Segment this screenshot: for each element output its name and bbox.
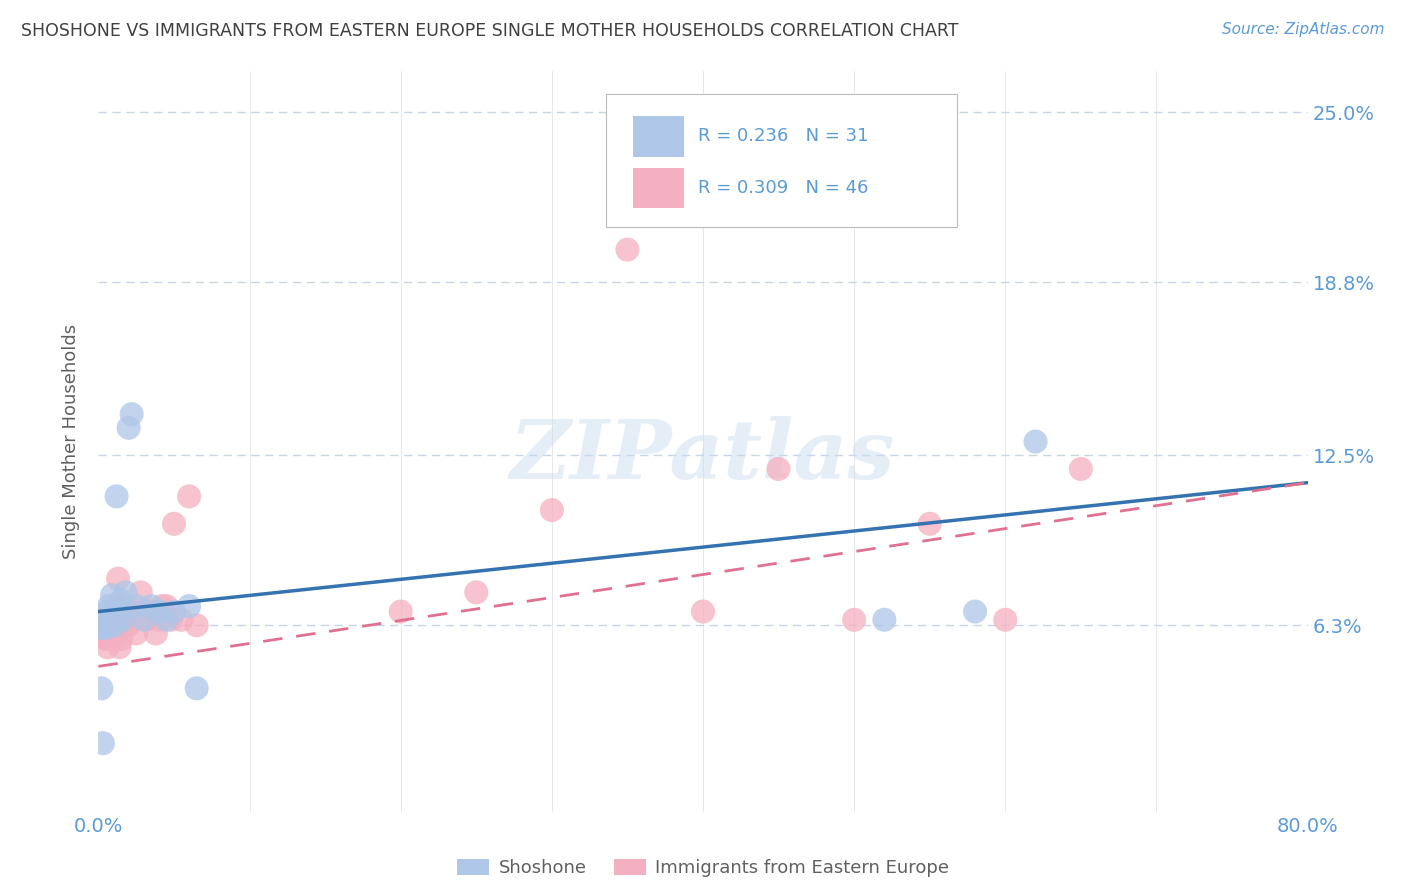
Point	[93, 621, 115, 635]
Point	[101, 613, 124, 627]
Point	[186, 681, 208, 696]
Point	[89, 621, 111, 635]
Point	[1070, 462, 1092, 476]
Text: Source: ZipAtlas.com: Source: ZipAtlas.com	[1222, 22, 1385, 37]
Point	[103, 605, 125, 619]
Point	[91, 736, 114, 750]
Point	[103, 605, 125, 619]
Point	[160, 613, 183, 627]
Point	[110, 593, 132, 607]
Point	[132, 613, 155, 627]
Point	[121, 407, 143, 421]
Point	[844, 613, 866, 627]
Point	[141, 605, 163, 619]
Point	[125, 626, 148, 640]
Point	[389, 605, 412, 619]
Point	[100, 626, 122, 640]
Point	[965, 605, 987, 619]
Point	[163, 605, 186, 619]
Text: ZIPatlas: ZIPatlas	[510, 417, 896, 496]
Point	[98, 599, 121, 613]
Point	[163, 516, 186, 531]
Point	[129, 585, 152, 599]
Point	[155, 599, 177, 613]
Point	[994, 613, 1017, 627]
Point	[108, 605, 131, 619]
Point	[100, 607, 122, 622]
Point	[105, 626, 128, 640]
Point	[111, 613, 134, 627]
Point	[148, 613, 170, 627]
Point	[179, 599, 201, 613]
Point	[94, 621, 117, 635]
Point	[148, 605, 170, 619]
Point	[873, 613, 896, 627]
Point	[125, 599, 148, 613]
Point	[101, 588, 124, 602]
Point	[179, 489, 201, 503]
Point	[111, 613, 134, 627]
Point	[135, 613, 157, 627]
Point	[104, 618, 127, 632]
Point	[91, 613, 114, 627]
Text: R = 0.236   N = 31: R = 0.236 N = 31	[699, 128, 880, 145]
Point	[110, 632, 132, 646]
Point	[768, 462, 790, 476]
Point	[112, 599, 135, 613]
Point	[121, 613, 143, 627]
Point	[96, 605, 118, 619]
Point	[90, 681, 112, 696]
Point	[465, 585, 488, 599]
Point	[96, 640, 118, 655]
Point	[96, 618, 118, 632]
Point	[89, 621, 111, 635]
Point	[692, 605, 714, 619]
Legend: Shoshone, Immigrants from Eastern Europe: Shoshone, Immigrants from Eastern Europe	[450, 852, 956, 884]
Point	[141, 599, 163, 613]
Point	[616, 243, 638, 257]
Point	[1024, 434, 1046, 449]
Y-axis label: Single Mother Households: Single Mother Households	[62, 324, 80, 559]
Point	[94, 632, 117, 646]
Point	[104, 618, 127, 632]
Point	[98, 618, 121, 632]
Point	[132, 605, 155, 619]
Point	[540, 503, 562, 517]
Point	[155, 613, 177, 627]
Bar	[633, 116, 683, 156]
Point	[115, 605, 138, 619]
Point	[918, 516, 941, 531]
Point	[107, 613, 129, 627]
Point	[114, 618, 136, 632]
Point	[150, 599, 173, 613]
Text: R = 0.309   N = 46: R = 0.309 N = 46	[699, 179, 880, 197]
Text: SHOSHONE VS IMMIGRANTS FROM EASTERN EUROPE SINGLE MOTHER HOUSEHOLDS CORRELATION : SHOSHONE VS IMMIGRANTS FROM EASTERN EURO…	[21, 22, 959, 40]
Point	[105, 489, 128, 503]
Point	[186, 618, 208, 632]
Point	[90, 626, 112, 640]
Point	[145, 626, 167, 640]
Point	[118, 618, 141, 632]
Point	[170, 613, 193, 627]
Point	[118, 421, 141, 435]
Point	[114, 585, 136, 599]
Point	[107, 572, 129, 586]
FancyBboxPatch shape	[606, 94, 957, 227]
Point	[98, 632, 121, 646]
Point	[93, 613, 115, 627]
Point	[108, 640, 131, 655]
Bar	[633, 168, 683, 209]
